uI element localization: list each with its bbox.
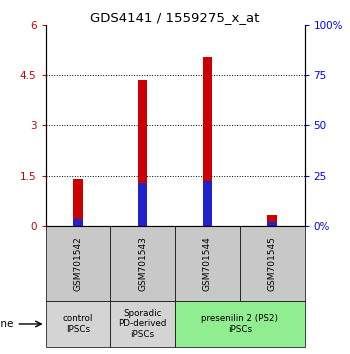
Bar (73, 219, 83, 226)
Bar (267, 223, 277, 226)
Bar (46, 301, 110, 347)
Text: control
IPSCs: control IPSCs (63, 314, 93, 334)
Text: GSM701542: GSM701542 (74, 236, 82, 291)
Title: GDS4141 / 1559275_x_at: GDS4141 / 1559275_x_at (90, 11, 260, 24)
Bar (203, 181, 212, 226)
Text: GSM701544: GSM701544 (203, 236, 212, 291)
Bar (110, 226, 175, 301)
Text: presenilin 2 (PS2)
iPSCs: presenilin 2 (PS2) iPSCs (201, 314, 278, 334)
Bar (46, 226, 110, 301)
Text: GSM701545: GSM701545 (268, 236, 276, 291)
Bar (203, 57, 212, 226)
Bar (138, 80, 147, 226)
Bar (267, 215, 277, 226)
Bar (175, 301, 304, 347)
Text: GSM701543: GSM701543 (138, 236, 147, 291)
Text: cell line: cell line (0, 319, 13, 329)
Bar (110, 301, 175, 347)
Bar (175, 226, 240, 301)
Bar (240, 226, 304, 301)
Bar (73, 179, 83, 226)
Bar (138, 183, 147, 226)
Text: Sporadic
PD-derived
iPSCs: Sporadic PD-derived iPSCs (118, 309, 167, 339)
